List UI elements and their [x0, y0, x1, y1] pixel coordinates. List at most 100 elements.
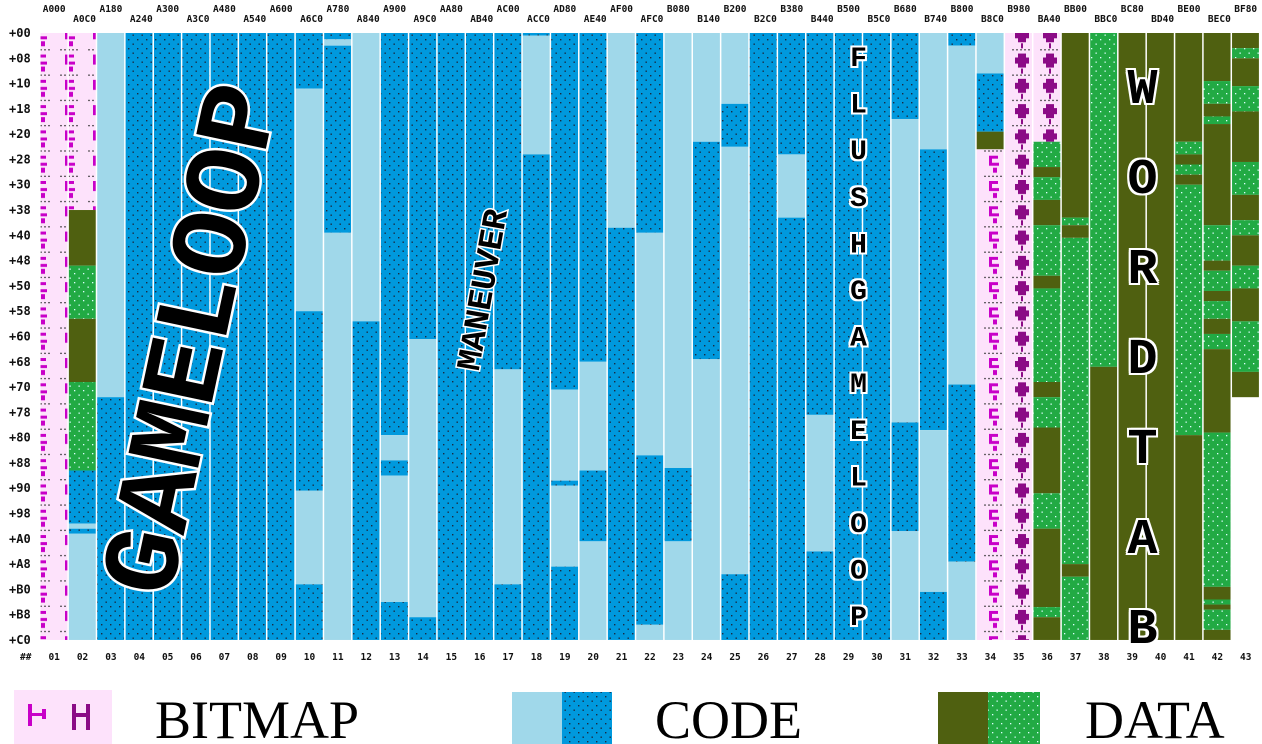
data-segment	[1203, 103, 1231, 117]
column-number: 32	[928, 652, 939, 663]
data-segment	[1061, 33, 1089, 218]
column-address: BD40	[1151, 14, 1174, 25]
column-number: 16	[474, 652, 486, 663]
row-offset: +08	[9, 51, 31, 65]
column-address: B140	[697, 14, 720, 25]
code-segment	[891, 118, 919, 423]
column-address: B8C0	[981, 14, 1004, 25]
column-number: 30	[871, 652, 883, 663]
row-offset: +50	[9, 279, 31, 293]
data-segment	[68, 318, 96, 383]
data-segment	[68, 210, 96, 266]
data-segment	[1232, 161, 1259, 195]
column-address: BF80	[1234, 4, 1257, 15]
column-address: BC80	[1121, 4, 1144, 15]
data-segment	[68, 382, 96, 471]
code-segment	[778, 154, 805, 218]
column-number: 24	[701, 652, 713, 663]
code-segment	[125, 33, 153, 640]
column-number: 34	[985, 652, 997, 663]
legend-label: DATA	[1085, 690, 1225, 744]
code-segment	[948, 561, 976, 640]
row-offset: +A0	[9, 532, 31, 546]
column-number: 31	[900, 652, 912, 663]
code-segment	[693, 141, 720, 360]
column-address: A780	[326, 4, 349, 15]
column-address: B680	[894, 4, 917, 15]
legend-label: BITMAP	[155, 690, 359, 744]
column-number: 38	[1098, 652, 1110, 663]
bitmap-segment	[1005, 33, 1032, 640]
legend-bitmap-icon	[28, 704, 46, 726]
data-segment	[1203, 333, 1231, 350]
code-segment	[579, 33, 607, 362]
code-segment	[919, 33, 947, 150]
column-address: BBC0	[1094, 14, 1117, 25]
code-segment	[409, 617, 437, 640]
legend-code-swatch	[562, 692, 612, 744]
column-address: B200	[724, 4, 747, 15]
row-offset: +68	[9, 355, 31, 369]
row-offset: +00	[9, 26, 31, 40]
code-segment	[551, 485, 579, 567]
code-segment	[579, 361, 607, 471]
code-segment	[295, 33, 323, 89]
column-address: A840	[357, 14, 380, 25]
column-number: 09	[275, 652, 287, 663]
data-segment	[1175, 164, 1203, 175]
data-segment	[1061, 576, 1089, 640]
code-segment	[551, 389, 579, 481]
data-segment	[1203, 33, 1231, 82]
row-offset: +C0	[9, 633, 31, 647]
legend-data-swatch	[938, 692, 988, 744]
code-segment	[380, 460, 408, 476]
column-address: A240	[130, 14, 153, 25]
wordtab-label: WORDTAB	[1114, 62, 1171, 692]
column-number: 43	[1240, 652, 1252, 663]
data-segment	[1033, 528, 1061, 608]
code-segment	[778, 217, 805, 640]
code-segment	[749, 33, 777, 640]
column-address: BEC0	[1208, 14, 1231, 25]
column-address: A900	[383, 4, 406, 15]
code-segment	[437, 33, 465, 640]
column-address: B440	[811, 14, 834, 25]
row-offset: +78	[9, 405, 31, 419]
code-segment	[380, 602, 408, 640]
column-address: AF00	[610, 4, 633, 15]
code-segment	[210, 33, 238, 640]
code-segment	[551, 480, 579, 486]
column-address: AA80	[440, 4, 463, 15]
column-address: BE00	[1178, 4, 1201, 15]
code-segment	[153, 33, 181, 640]
flushgameloop-label: FLUSHGAMELOOP	[843, 44, 874, 650]
bitmap-segment	[976, 149, 1004, 640]
data-segment	[1033, 275, 1061, 289]
column-address: B5C0	[867, 14, 890, 25]
column-number: 03	[105, 652, 117, 663]
column-number: 28	[814, 652, 826, 663]
row-offset: +30	[9, 178, 31, 192]
code-segment	[891, 422, 919, 532]
column-number: 39	[1127, 652, 1139, 663]
data-segment	[1232, 235, 1259, 266]
column-address: A9C0	[414, 14, 437, 25]
code-segment	[636, 232, 664, 456]
code-segment	[948, 45, 976, 385]
data-segment	[1061, 564, 1089, 577]
column-number: 17	[502, 652, 513, 663]
column-address: A540	[243, 14, 266, 25]
column-number: 42	[1212, 652, 1223, 663]
code-segment	[295, 311, 323, 491]
data-segment	[1232, 194, 1259, 221]
data-segment	[1175, 174, 1203, 185]
code-segment	[380, 475, 408, 603]
code-segment	[97, 33, 125, 398]
column-address: AD80	[553, 4, 576, 15]
column-address: B080	[667, 4, 690, 15]
bitmap-segment	[40, 33, 68, 640]
data-segment	[1203, 124, 1231, 226]
column-address: A600	[270, 4, 293, 15]
